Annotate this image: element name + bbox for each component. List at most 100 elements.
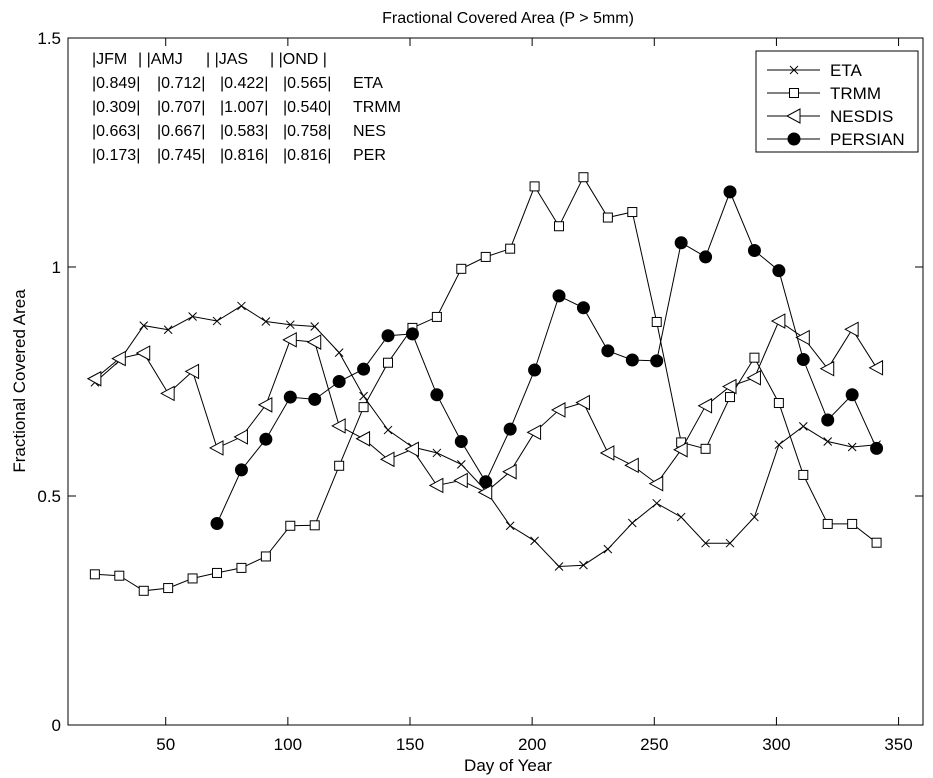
data-point-persian	[870, 441, 884, 455]
data-point-eta	[188, 312, 197, 321]
series-persian	[210, 185, 884, 530]
data-point-persian	[576, 301, 590, 315]
table-cell: |1.007|	[220, 99, 268, 116]
data-point-trmm	[871, 537, 882, 548]
x-stroke	[579, 560, 588, 570]
legend: ETA TRMM NESDIS PERSIAN	[755, 50, 919, 153]
data-point-eta	[505, 521, 515, 531]
data-point-nesdis	[331, 418, 346, 434]
x-stroke	[676, 512, 686, 522]
data-point-persian	[357, 362, 371, 376]
data-point-nesdis	[526, 424, 542, 441]
data-point-eta	[750, 512, 759, 522]
data-point-trmm	[89, 569, 100, 580]
data-point-eta	[530, 536, 539, 546]
legend-marker-trmm	[789, 88, 799, 98]
annotation-table: |JFM | |AMJ | |JAS | |OND | |0.849| |0.7…	[92, 51, 401, 164]
data-point-persian	[625, 353, 639, 367]
x-stroke	[261, 317, 271, 326]
x-stroke	[798, 422, 808, 431]
data-point-persian	[699, 250, 713, 264]
x-stroke	[603, 544, 613, 554]
data-point-trmm	[554, 221, 565, 232]
data-point-eta	[285, 320, 295, 330]
x-stroke	[774, 440, 784, 450]
data-point-trmm	[212, 567, 223, 578]
x-stroke	[334, 348, 344, 357]
x-stroke	[359, 391, 368, 401]
data-point-persian	[723, 185, 737, 199]
data-point-trmm	[822, 518, 833, 529]
x-stroke	[505, 521, 515, 531]
legend-marker-eta	[789, 65, 799, 75]
data-point-nesdis	[135, 345, 151, 361]
legend-symbol-trmm	[789, 88, 799, 98]
x-stroke	[456, 460, 466, 469]
table-cell: NES	[353, 123, 386, 140]
series-line-persian	[216, 190, 878, 524]
data-point-trmm	[431, 311, 442, 322]
data-point-persian	[405, 327, 419, 341]
data-point-nesdis	[257, 397, 273, 413]
data-point-nesdis	[306, 334, 322, 350]
data-point-eta	[334, 348, 344, 357]
table-cell: |0.712|	[157, 75, 205, 92]
data-point-nesdis	[453, 472, 468, 489]
data-point-nesdis	[208, 440, 224, 456]
data-point-eta	[139, 321, 149, 330]
legend-label-nesdis: NESDIS	[830, 107, 893, 126]
data-point-eta	[676, 512, 686, 522]
x-stroke	[652, 498, 662, 508]
table-cell: |0.540|	[283, 99, 331, 116]
data-point-nesdis	[111, 350, 126, 367]
x-tick-label: 300	[762, 735, 790, 754]
data-point-persian	[381, 329, 395, 343]
data-point-eta	[823, 437, 833, 446]
axis-ticks: 50 100 150 200 250 300 350 0 0.5 1 1.5	[37, 29, 923, 754]
data-point-trmm	[725, 392, 736, 403]
legend-symbol-persian	[787, 132, 801, 146]
table-cell: |0.816|	[220, 147, 268, 164]
series-nesdis	[86, 313, 884, 501]
x-stroke	[237, 301, 246, 311]
data-point-nesdis	[599, 445, 615, 461]
legend-box	[755, 50, 919, 153]
table-cell: |0.565|	[283, 75, 331, 92]
x-stroke	[163, 325, 173, 335]
legend-label-eta: ETA	[830, 61, 862, 80]
data-point-eta	[359, 391, 368, 401]
data-point-eta	[432, 448, 442, 458]
x-stroke	[823, 437, 833, 446]
data-point-persian	[845, 388, 859, 402]
table-cell: |0.663|	[92, 123, 140, 140]
y-tick-label: 1	[52, 258, 61, 277]
data-point-eta	[627, 518, 637, 528]
x-tick-label: 50	[156, 735, 175, 754]
data-point-persian	[601, 344, 615, 358]
data-point-nesdis	[624, 457, 639, 474]
table-cell: PER	[353, 147, 386, 164]
x-axis-label: Day of Year	[464, 756, 552, 775]
table-cell: |0.758|	[283, 123, 331, 140]
x-stroke	[554, 562, 564, 571]
table-header-jfm: |JFM	[92, 51, 127, 68]
x-tick-label: 200	[518, 735, 546, 754]
data-point-nesdis	[673, 441, 688, 458]
data-point-eta	[212, 316, 222, 326]
data-point-nesdis	[428, 477, 444, 494]
data-point-eta	[603, 544, 613, 554]
data-point-trmm	[309, 520, 320, 531]
x-stroke	[847, 442, 857, 452]
data-point-trmm	[260, 551, 271, 562]
data-point-persian	[503, 422, 517, 436]
series-trmm	[89, 172, 882, 596]
data-point-nesdis	[844, 321, 859, 338]
data-point-nesdis	[819, 360, 835, 377]
data-point-trmm	[602, 212, 613, 223]
data-point-persian	[479, 475, 493, 489]
data-point-trmm	[138, 585, 149, 596]
data-point-eta	[456, 460, 466, 469]
data-point-persian	[454, 434, 468, 448]
x-stroke	[212, 316, 222, 326]
data-point-eta	[383, 425, 393, 435]
